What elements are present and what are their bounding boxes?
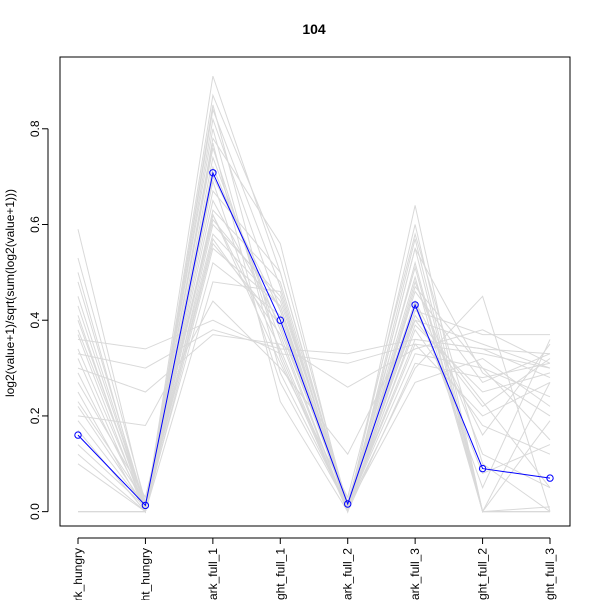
x-tick-label: light_full_2 bbox=[476, 548, 490, 600]
y-tick-label: 0.8 bbox=[28, 120, 42, 137]
background-series-line bbox=[77, 155, 551, 514]
data-point bbox=[141, 501, 150, 510]
y-tick-label: 0.4 bbox=[28, 312, 42, 329]
highlighted-series-group bbox=[74, 169, 554, 510]
y-tick-label: 0.6 bbox=[28, 216, 42, 233]
background-series-line bbox=[77, 242, 551, 509]
data-point bbox=[344, 500, 352, 508]
x-tick-label: ark_hungry bbox=[71, 548, 85, 600]
background-series-line bbox=[77, 319, 551, 369]
y-axis: 0.0 0.2 0.4 0.6 0.8 bbox=[28, 120, 49, 520]
x-tick-label: dark_full_1 bbox=[206, 548, 220, 600]
plot-frame bbox=[59, 56, 571, 527]
background-series-line bbox=[77, 142, 551, 513]
data-point bbox=[478, 464, 487, 473]
background-series-line bbox=[77, 128, 551, 509]
data-point bbox=[276, 316, 284, 324]
background-series-line bbox=[77, 179, 551, 509]
background-series-line bbox=[77, 329, 551, 369]
background-series-line bbox=[77, 237, 550, 514]
x-tick-label: ght_hungry bbox=[138, 548, 152, 600]
data-point bbox=[74, 431, 82, 439]
data-point bbox=[209, 169, 217, 177]
data-point bbox=[546, 474, 554, 482]
x-tick-label: light_full_3 bbox=[543, 548, 557, 600]
background-series-line bbox=[77, 247, 551, 514]
y-axis-label: log2(value+1)/sqrt(sum(log2(value+1))) bbox=[3, 189, 17, 397]
background-series-line bbox=[77, 329, 551, 393]
background-series-line bbox=[78, 93, 551, 513]
x-tick-label: dark_full_3 bbox=[408, 548, 422, 600]
background-series-line bbox=[78, 137, 550, 513]
background-series-line bbox=[77, 218, 551, 504]
background-series-line bbox=[77, 104, 551, 513]
x-axis: ark_hungry ght_hungry dark_full_1 light_ful… bbox=[71, 537, 557, 605]
y-tick-label: 0.2 bbox=[28, 407, 42, 424]
series-line bbox=[77, 171, 551, 507]
background-series-line bbox=[77, 209, 551, 514]
background-series-group bbox=[77, 75, 551, 514]
x-tick-label: dark_full_2 bbox=[341, 548, 355, 600]
data-point bbox=[411, 301, 419, 309]
chart-title: 104 bbox=[302, 21, 326, 37]
x-tick-label: light_full_1 bbox=[273, 548, 287, 600]
y-tick-label: 0.0 bbox=[28, 503, 42, 520]
